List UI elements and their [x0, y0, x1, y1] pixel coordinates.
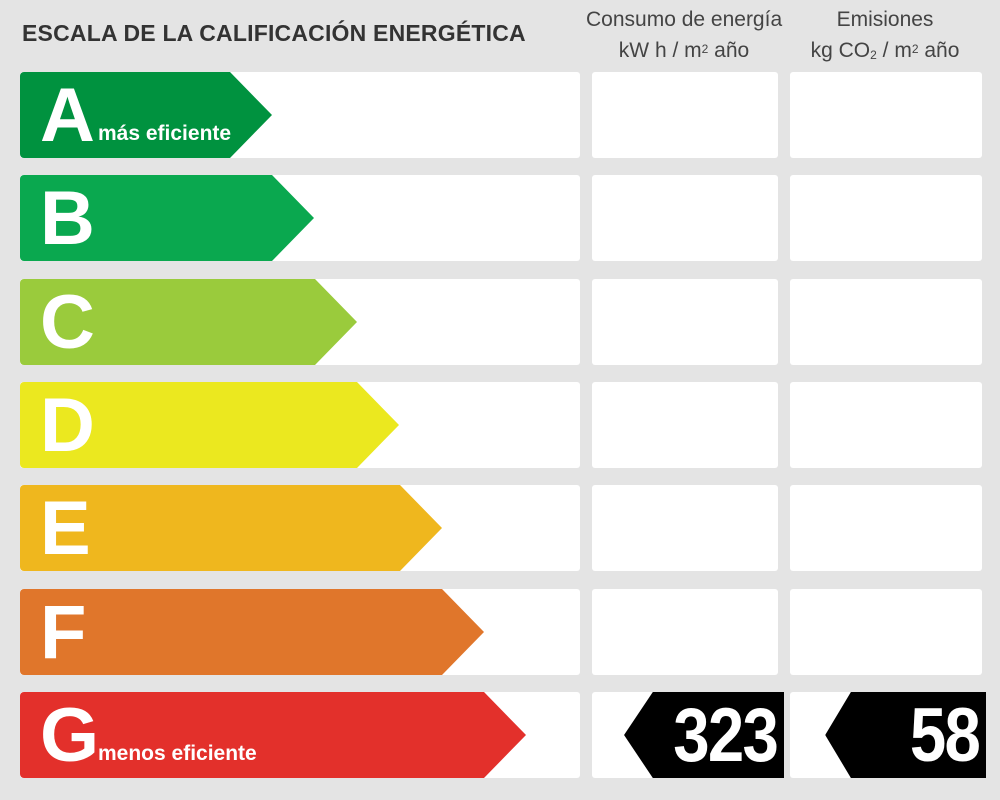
energy-value-badge: 323: [624, 692, 784, 778]
energy-cell: [592, 589, 778, 675]
emissions-unit-text-2: / m: [876, 39, 912, 62]
energy-class-row-c: C: [20, 279, 982, 365]
class-cell: C: [20, 279, 580, 365]
energy-header-label: Consumo de energía: [586, 8, 783, 31]
energy-cell: [592, 382, 778, 468]
emissions-cell: [790, 175, 982, 261]
emissions-cell: [790, 382, 982, 468]
energy-cell: [592, 279, 778, 365]
class-letter: A: [40, 73, 95, 158]
emissions-header-label: Emisiones: [836, 8, 934, 31]
energy-cell: [592, 485, 778, 571]
class-letter: E: [40, 486, 91, 571]
energy-class-row-d: D: [20, 382, 982, 468]
energy-unit-sup: 2: [701, 42, 709, 56]
emissions-cell: [790, 72, 982, 158]
class-cell: F: [20, 589, 580, 675]
class-letter: G: [40, 693, 100, 778]
emissions-value-badge: 58: [825, 692, 986, 778]
emissions-header-unit: kg CO2 / m2 año: [790, 35, 980, 66]
emissions-cell: [790, 485, 982, 571]
class-letter: C: [40, 280, 95, 365]
energy-class-row-e: E: [20, 485, 982, 571]
class-letter: D: [40, 383, 95, 468]
class-caption: más eficiente: [98, 122, 232, 145]
class-caption: menos eficiente: [98, 742, 257, 765]
energy-column-header: Consumo de energía kW h / m2 año: [586, 4, 782, 66]
emissions-column-header: Emisiones kg CO2 / m2 año: [790, 4, 980, 66]
class-arrow-f: F: [20, 589, 484, 675]
class-arrow-d: D: [20, 382, 399, 468]
class-arrow-e: E: [20, 485, 442, 571]
class-cell: E: [20, 485, 580, 571]
class-letter: B: [40, 176, 95, 261]
class-cell: B: [20, 175, 580, 261]
class-arrow-b: B: [20, 175, 314, 261]
class-arrow-c: C: [20, 279, 357, 365]
emissions-cell: [790, 589, 982, 675]
class-cell: D: [20, 382, 580, 468]
emissions-unit-text: kg CO: [810, 39, 871, 62]
emissions-unit-text-3: año: [918, 39, 960, 62]
energy-cell: [592, 72, 778, 158]
energy-class-row-b: B: [20, 175, 982, 261]
emissions-unit-sub: 2: [870, 48, 877, 62]
page-title: ESCALA DE LA CALIFICACIÓN ENERGÉTICA: [22, 20, 526, 46]
energy-unit-text: kW h / m: [618, 39, 702, 62]
energy-header-unit: kW h / m2 año: [586, 35, 782, 66]
energy-class-row-f: F: [20, 589, 982, 675]
energy-unit-text-2: año: [708, 39, 750, 62]
emissions-cell: [790, 279, 982, 365]
energy-cell: [592, 175, 778, 261]
emissions-unit-sup: 2: [911, 42, 919, 56]
class-letter: F: [40, 590, 87, 675]
